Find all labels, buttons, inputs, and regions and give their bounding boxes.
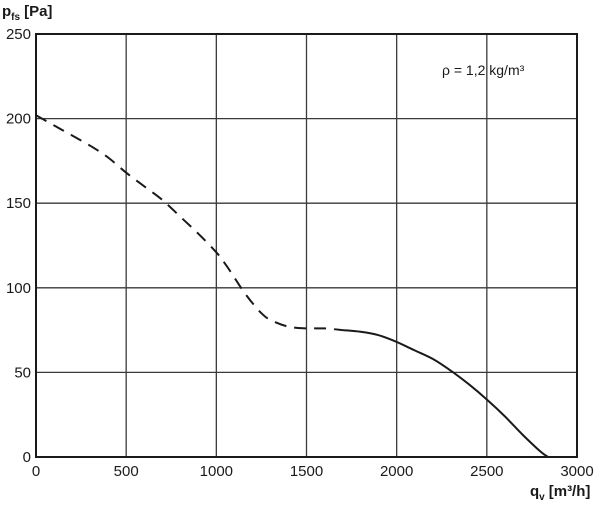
x-axis-label-main: q <box>530 483 539 500</box>
y-tick-label: 0 <box>23 449 31 466</box>
y-axis-label-unit: [Pa] <box>24 3 52 20</box>
curve-dashed-series <box>35 114 343 332</box>
y-axis-label-main: p <box>2 3 11 20</box>
x-tick-label: 1500 <box>290 463 323 480</box>
x-tick-label: 3000 <box>560 463 593 480</box>
x-axis-label-unit: [m³/h] <box>549 483 591 500</box>
y-tick-labels: 0 50 100 150 200 250 <box>6 26 31 466</box>
x-tick-labels: 0 500 1000 1500 2000 2500 3000 <box>32 463 594 480</box>
y-axis-label-sub: fs <box>11 12 20 23</box>
curves <box>35 114 549 458</box>
x-axis-label: qv [m³/h] <box>530 483 590 503</box>
y-tick-label: 150 <box>6 195 31 212</box>
y-tick-label: 50 <box>14 364 31 381</box>
y-tick-label: 250 <box>6 26 31 43</box>
y-tick-label: 100 <box>6 280 31 297</box>
x-tick-label: 0 <box>32 463 40 480</box>
y-axis-label: pfs [Pa] <box>2 3 52 23</box>
y-tick-label: 200 <box>6 111 31 128</box>
plot-frame <box>35 33 578 458</box>
x-tick-label: 500 <box>114 463 139 480</box>
x-axis-label-sub: v <box>539 492 545 503</box>
curve-solid-series <box>342 329 549 458</box>
grid <box>35 33 578 458</box>
density-annotation: ρ = 1,2 kg/m³ <box>442 62 525 78</box>
x-tick-label: 2000 <box>380 463 413 480</box>
x-tick-label: 1000 <box>200 463 233 480</box>
x-tick-label: 2500 <box>470 463 503 480</box>
